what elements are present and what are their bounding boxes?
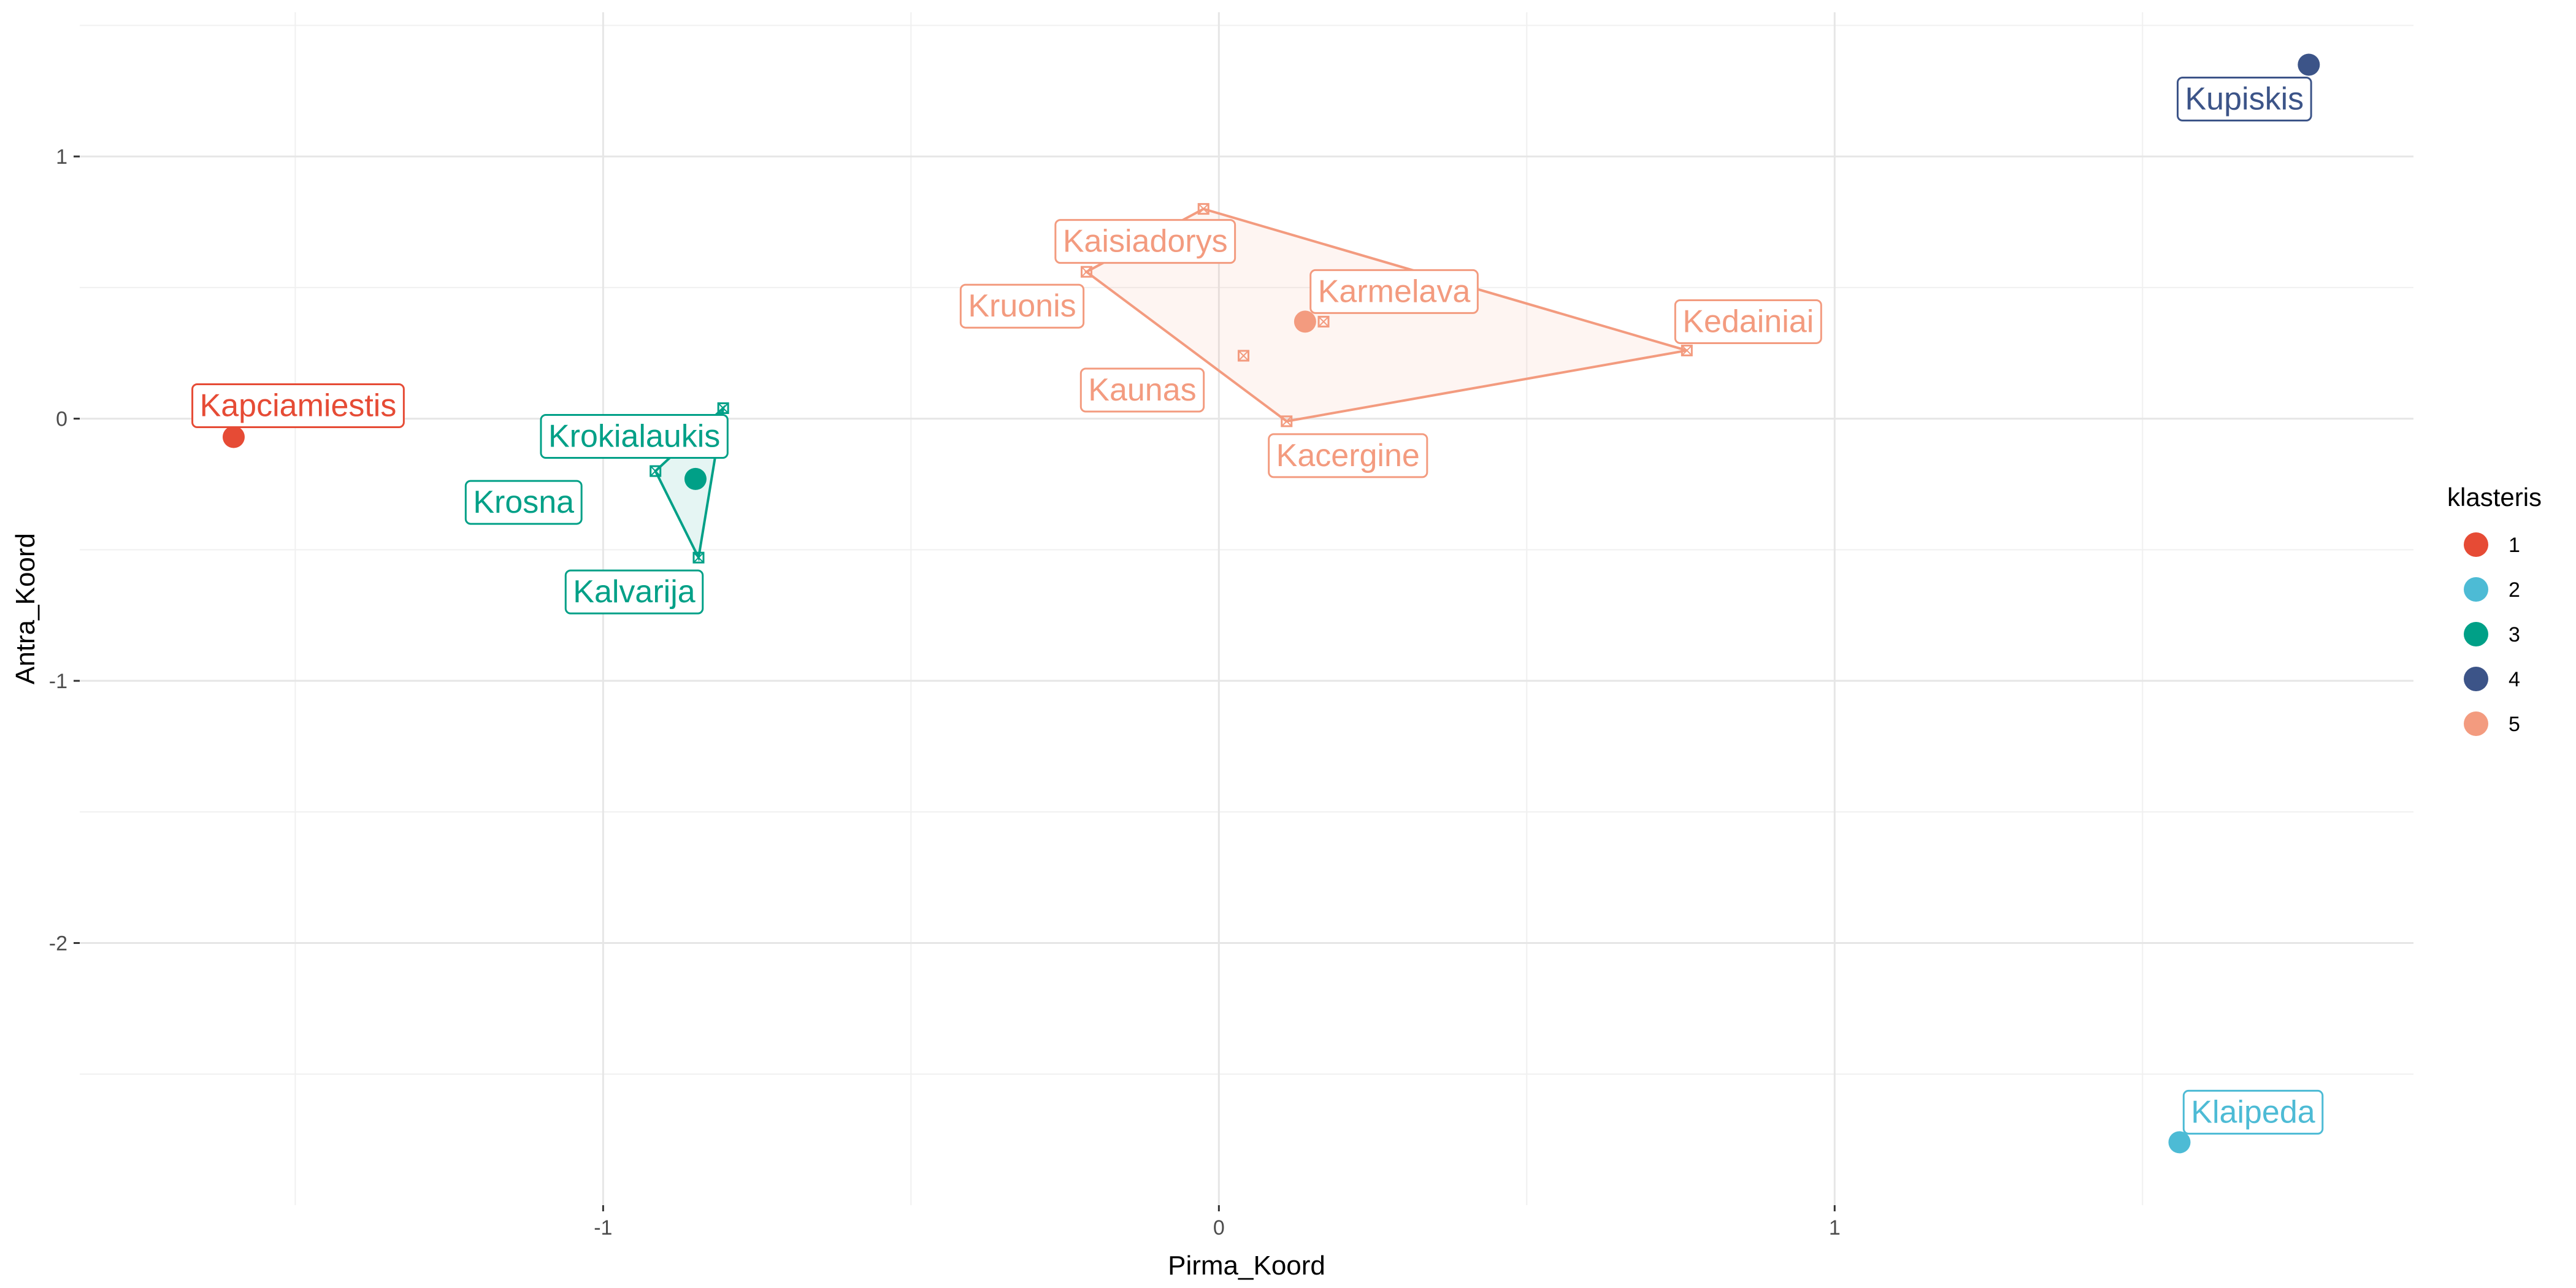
point-marker xyxy=(692,551,705,564)
x-axis-title: Pirma_Koord xyxy=(1168,1251,1325,1281)
cluster-5-centroid xyxy=(1294,310,1316,333)
point-label: Krosna xyxy=(464,480,583,525)
cluster-3-centroid xyxy=(684,467,707,490)
legend-label: 1 xyxy=(2509,534,2520,557)
y-tick-label: -1 xyxy=(49,670,67,693)
point-marker xyxy=(1681,344,1693,356)
point-label: Kaunas xyxy=(1079,367,1205,413)
point-marker xyxy=(1197,203,1209,215)
x-tick-label: -1 xyxy=(594,1216,612,1240)
point-label: Kacergine xyxy=(1268,433,1428,478)
x-tick-label: 1 xyxy=(1829,1216,1841,1240)
point-labels: Kapciamiestis Klaipeda Krokialaukis Krosna K… xyxy=(191,76,2324,1135)
point-label: Kupiskis xyxy=(2177,76,2312,121)
point-label-text: Kaisiadorys xyxy=(1063,224,1228,259)
point-label: Karmelava xyxy=(1309,269,1479,314)
y-axis-title: Antra_Koord xyxy=(10,533,40,684)
data-points xyxy=(222,53,2320,1154)
point-label-text: Kapciamiestis xyxy=(200,388,397,424)
y-tick-label: 1 xyxy=(56,145,67,169)
point-label: Kaisiadorys xyxy=(1054,219,1236,264)
point-marker xyxy=(1237,350,1249,362)
legend-key xyxy=(2464,622,2488,646)
point-label-text: Krosna xyxy=(473,485,574,520)
point-marker xyxy=(650,465,662,477)
y-tick-label: 0 xyxy=(56,408,67,431)
point-label-text: Kupiskis xyxy=(2185,81,2304,117)
point-label: Klaipeda xyxy=(2182,1089,2324,1135)
cluster-4-centroid xyxy=(2298,53,2320,76)
point-label-text: Kedainiai xyxy=(1682,304,1814,339)
legend-label: 3 xyxy=(2509,623,2520,646)
legend-item: 3 xyxy=(2464,622,2520,646)
legend-label: 2 xyxy=(2509,578,2520,602)
point-label-text: Klaipeda xyxy=(2191,1094,2315,1130)
point-label: Krokialaukis xyxy=(540,413,729,459)
point-marker xyxy=(1080,266,1092,278)
legend-label: 5 xyxy=(2509,713,2520,736)
point-label: Kalvarija xyxy=(564,569,704,615)
point-marker xyxy=(1281,415,1293,427)
legend-label: 4 xyxy=(2509,668,2520,691)
legend-item: 4 xyxy=(2464,667,2520,691)
point-marker xyxy=(1317,315,1330,328)
point-label-text: Kalvarija xyxy=(573,574,695,610)
point-label: Kedainiai xyxy=(1674,299,1822,344)
axis-ticks: -1 0 1 1 0 -1 -2 xyxy=(49,145,1841,1240)
legend-item: 5 xyxy=(2464,711,2520,736)
point-label: Kruonis xyxy=(959,283,1085,329)
point-marker xyxy=(717,402,729,414)
legend-key xyxy=(2464,577,2488,602)
point-label-text: Karmelava xyxy=(1318,274,1471,309)
legend-key xyxy=(2464,532,2488,557)
legend-key xyxy=(2464,711,2488,736)
point-label-text: Krokialaukis xyxy=(548,418,720,454)
point-label-text: Kaunas xyxy=(1088,372,1196,408)
legend-title: klasteris xyxy=(2447,483,2542,512)
legend-key xyxy=(2464,667,2488,691)
y-tick-label: -2 xyxy=(49,932,67,956)
x-tick-label: 0 xyxy=(1213,1216,1225,1240)
point-label-text: Kruonis xyxy=(968,288,1076,324)
point-label-text: Kacergine xyxy=(1276,438,1420,473)
cluster-2-centroid xyxy=(2168,1131,2191,1154)
grid xyxy=(80,12,2413,1205)
legend: klasteris 1 2 3 4 5 xyxy=(2447,483,2542,736)
legend-items: 1 2 3 4 5 xyxy=(2464,532,2520,736)
point-label: Kapciamiestis xyxy=(191,383,405,429)
cluster-1-centroid xyxy=(222,426,245,448)
legend-item: 1 xyxy=(2464,532,2520,557)
legend-item: 2 xyxy=(2464,577,2520,602)
